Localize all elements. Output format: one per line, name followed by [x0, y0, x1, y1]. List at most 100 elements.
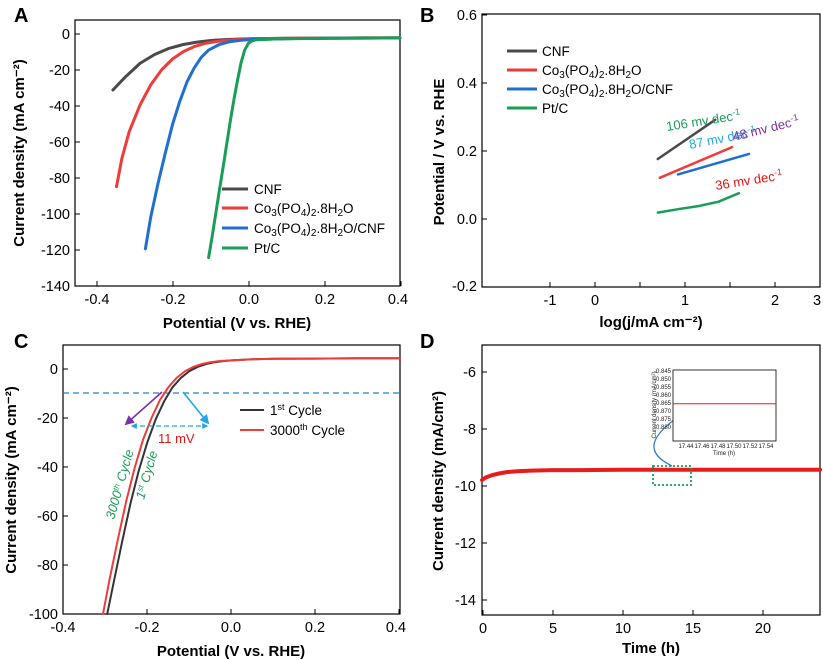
inset-xtick-label: 17.54	[758, 444, 774, 450]
inset-xtick-label: 17.52	[742, 444, 758, 450]
panel-a-letter: A	[14, 5, 28, 27]
panel-d-ytick-label: -8	[463, 422, 476, 438]
series-line-co3-po4-2-8h2o	[115, 36, 402, 189]
panel-a-ytick-label: 0	[62, 27, 70, 43]
inset-xtick-label: 17.46	[694, 444, 710, 450]
panel-b-xtick-label: 1	[681, 293, 689, 309]
legend-label-co3po4-cnf: Co3(PO4)2.8H2O/CNF	[542, 82, 673, 100]
panel-c-x-ticks: -0.4 -0.2 0.0 0.2 0.4	[51, 609, 406, 636]
panel-b-y-axis-title: Potential / V vs. RHE	[431, 79, 448, 226]
inset-xtick-label: 17.44	[678, 444, 694, 450]
panel-c-ytick-label: 0	[50, 362, 58, 378]
curve-label-3000th: 3000th Cycle	[102, 448, 136, 521]
panel-c-xtick-label: 0.2	[305, 620, 325, 636]
panel-d-y-axis-title: Current density (mA/cm²)	[430, 391, 447, 571]
panel-c-x-axis-title: Potential (V vs. RHE)	[157, 643, 305, 660]
tafel-slope-label: 48 mv dec-1	[731, 112, 801, 144]
panel-c-y-ticks: 0 -20 -40 -60 -80 -100	[29, 362, 68, 623]
inset-x-axis-title: Time (h)	[713, 451, 735, 457]
series-line-stability	[480, 467, 822, 482]
panel-b-letter: B	[420, 5, 434, 27]
overpotential-arrow-right	[182, 391, 210, 425]
legend-label-co3po4-cnf: Co3(PO4)2.8H2O/CNF	[254, 221, 385, 239]
panel-b-ytick-label: 0.2	[457, 144, 477, 160]
inset-x-ticks: 17.44 17.46 17.48 17.50 17.52 17.54	[678, 444, 774, 450]
panel-d-ytick-label: -14	[455, 593, 476, 609]
panel-a-series	[111, 36, 402, 260]
panel-a-xtick-label: 0.2	[315, 292, 335, 308]
panel-a-xtick-label: -0.2	[161, 292, 186, 308]
panel-d-inset: -0.845 -0.850 -0.855 -0.860 -0.865 -0.87…	[652, 369, 777, 457]
panel-c-xtick-label: -0.2	[135, 620, 160, 636]
inset-ytick-label: -0.845	[654, 369, 672, 375]
inset-y-axis-title: Current density (mA/cm²)	[652, 371, 658, 438]
inset-ytick-label: -0.860	[654, 393, 672, 399]
panel-b-x-ticks: -1 0 1 2 3	[544, 282, 821, 309]
panel-d-xtick-label: 10	[615, 621, 631, 637]
panel-a: A -0.4 -0.2 0.0 0.2 0.4 0 -20 -40 -60 -8…	[11, 5, 408, 332]
panel-c-xtick-label: -0.4	[51, 620, 76, 636]
panel-b-legend: CNF Co3(PO4)2.8H2O Co3(PO4)2.8H2O/CNF Pt…	[507, 44, 673, 116]
panel-a-ytick-label: -40	[49, 99, 70, 115]
legend-label-1st-cycle: 1st Cycle	[270, 402, 322, 418]
tafel-slope-label: 36 mv dec-1	[714, 167, 784, 193]
panel-a-y-ticks: 0 -20 -40 -60 -80 -100 -120 -140	[41, 27, 80, 295]
series-line-pt-c	[656, 191, 741, 214]
panel-d-x-ticks: 0 5 10 15 20	[479, 610, 771, 637]
panel-b: B -1 0 1 2 3 -0.2 0.0 0.2 0.4 0.6 log(j/…	[420, 5, 821, 331]
panel-d-ytick-label: -10	[455, 479, 476, 495]
legend-label-ptc: Pt/C	[254, 241, 281, 256]
overpotential-arrow-left	[124, 391, 163, 426]
panel-a-ytick-label: -20	[49, 63, 70, 79]
panel-d-xtick-label: 20	[755, 621, 771, 637]
inset-ytick-label: -0.855	[654, 385, 672, 391]
panel-d-xtick-label: 15	[685, 621, 701, 637]
panel-a-x-axis-title: Potential (V vs. RHE)	[163, 315, 311, 332]
panel-c-legend: 1st Cycle 3000th Cycle	[240, 402, 345, 438]
series-line-co3-po4-2-8h2o-cnf	[676, 152, 751, 176]
panel-a-xtick-label: 0.4	[388, 292, 408, 308]
panel-d-y-ticks: -6 -8 -10 -12 -14	[455, 365, 487, 609]
zoom-region-box	[652, 465, 692, 486]
panel-b-annotations: 106 mv dec-1 87 mv dec-1 48 mv dec-1 36 …	[665, 106, 801, 193]
panel-c-ytick-label: -40	[37, 460, 58, 476]
legend-label-ptc: Pt/C	[542, 101, 569, 116]
panel-b-x-axis-title: log(j/mA cm⁻²)	[599, 314, 702, 331]
panel-c-ytick-label: -100	[29, 607, 58, 623]
panel-d-ytick-label: -12	[455, 536, 476, 552]
legend-label-cnf: CNF	[254, 182, 282, 197]
inset-xtick-label: 17.48	[710, 444, 726, 450]
panel-c: C -0.4 -0.2 0.0 0.2 0.4 0 -20 -40 -60 -8…	[3, 331, 406, 660]
panel-b-ytick-label: 0.0	[457, 212, 477, 228]
inset-ytick-label: -0.880	[654, 425, 672, 431]
panel-b-xtick-label: 0	[591, 293, 599, 309]
overpotential-label: 11 mV	[158, 431, 195, 446]
series-line-1st-cycle	[106, 357, 401, 615]
legend-label-3000th-cycle: 3000th Cycle	[270, 422, 345, 438]
legend-label-cnf: CNF	[542, 44, 570, 59]
panel-a-frame	[74, 19, 401, 287]
panel-b-ytick-label: 0.6	[457, 8, 477, 24]
inset-ytick-label: -0.870	[654, 409, 672, 415]
inset-frame	[672, 369, 777, 442]
panel-d-xtick-label: 5	[549, 621, 557, 637]
panel-d: D 0 5 10 15 20 -6 -8 -10 -12 -14 Time (h…	[420, 331, 822, 657]
panel-a-legend: CNF Co3(PO4)2.8H2O Co3(PO4)2.8H2O/CNF Pt…	[222, 182, 385, 256]
panel-c-ytick-label: -60	[37, 509, 58, 525]
panel-b-xtick-label: 2	[771, 293, 779, 309]
panel-b-xtick-label: -1	[544, 293, 557, 309]
panel-d-x-axis-title: Time (h)	[622, 640, 680, 657]
panel-d-xtick-label: 0	[479, 621, 487, 637]
inset-y-ticks: -0.845 -0.850 -0.855 -0.860 -0.865 -0.87…	[654, 369, 672, 431]
panel-b-series	[656, 118, 751, 214]
panel-a-xtick-label: 0.0	[239, 292, 259, 308]
panel-c-y-axis-title: Current density (mA cm⁻²)	[3, 386, 20, 573]
inset-xtick-label: 17.50	[726, 444, 742, 450]
panel-b-ytick-label: -0.2	[452, 279, 477, 295]
series-line-3000th-cycle	[102, 357, 401, 615]
panel-a-xtick-label: -0.4	[85, 292, 110, 308]
panel-a-ytick-label: -120	[41, 243, 70, 259]
panel-c-xtick-label: 0.0	[221, 620, 241, 636]
panel-c-letter: C	[14, 331, 28, 353]
panel-b-y-ticks: -0.2 0.0 0.2 0.4 0.6	[452, 8, 487, 295]
